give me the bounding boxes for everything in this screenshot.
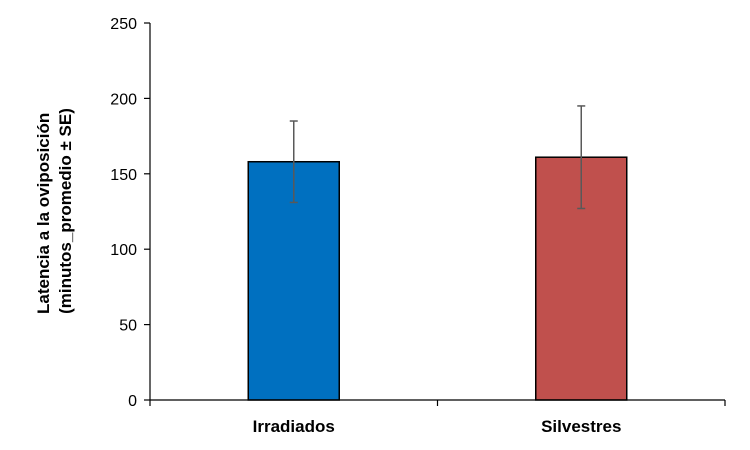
error-bars-layer xyxy=(289,105,586,210)
x-tick-label-silvestres: Silvestres xyxy=(541,417,621,436)
axes-layer xyxy=(144,22,726,406)
y-axis-title: Latencia a la oviposición (minutos_prome… xyxy=(34,108,75,314)
y-tick-label-50: 50 xyxy=(119,318,137,335)
labels-layer: Irradiados Silvestres 0 50 100 150 200 250 xyxy=(110,16,621,436)
y-axis-title-line-1: Latencia a la oviposición xyxy=(34,113,53,314)
y-tick-label-0: 0 xyxy=(128,393,137,410)
y-axis-title-line-2: (minutos_promedio ± SE) xyxy=(56,108,75,314)
y-tick-label-250: 250 xyxy=(110,16,137,33)
y-tick-label-100: 100 xyxy=(110,242,137,259)
y-tick-label-200: 200 xyxy=(110,91,137,108)
y-tick-label-150: 150 xyxy=(110,167,137,184)
x-tick-label-irradiados: Irradiados xyxy=(253,417,335,436)
bars-layer xyxy=(247,156,628,401)
